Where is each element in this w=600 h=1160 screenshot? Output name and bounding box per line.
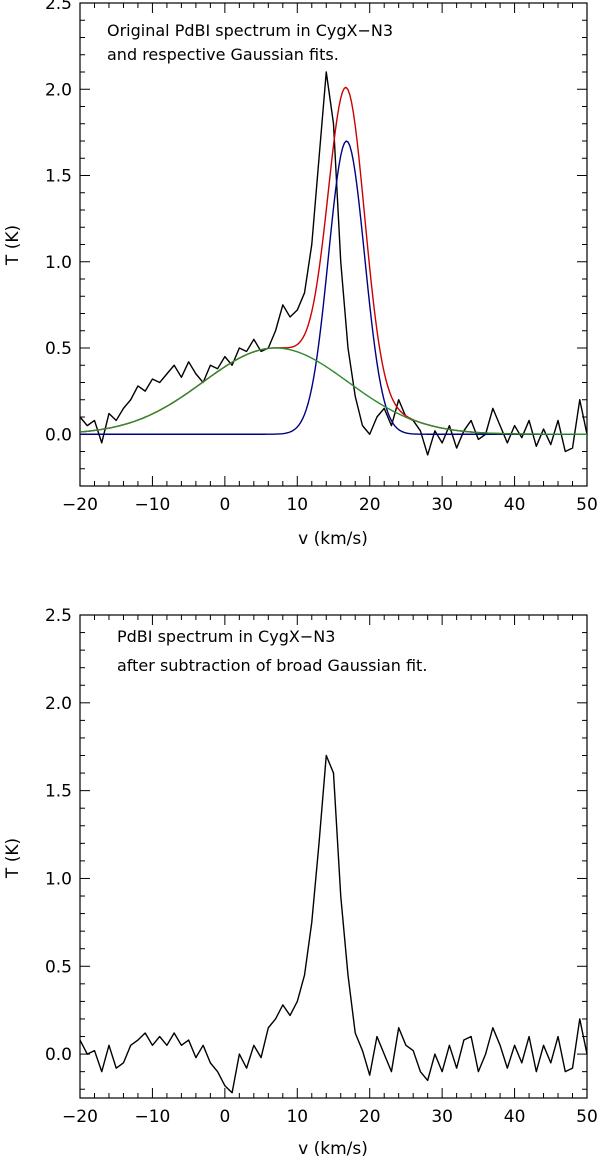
series-line-0 [79, 71, 588, 456]
series-line-3 [79, 347, 587, 435]
y-tick-labels: 0.0 0.5 1.0 1.5 2.0 2.5 [45, 606, 72, 1065]
tick-marks [79, 2, 588, 487]
annotation-line-2: and respective Gaussian fits. [107, 45, 339, 64]
x-tick-labels: −20 −10 0 10 20 30 40 50 [62, 1107, 598, 1127]
x-tick-label: 50 [576, 1107, 598, 1127]
y-tick-label: 2.0 [45, 80, 72, 100]
x-tick-label: 50 [576, 495, 598, 515]
y-tick-label: 1.0 [45, 253, 72, 273]
y-axis-label: T (K) [3, 225, 23, 266]
panel-original-spectrum: −20 −10 0 10 20 30 40 50 0.0 0.5 1.0 1.5 2.0 2.5 Ori… [3, 0, 598, 549]
y-tick-label: 0.5 [45, 957, 72, 977]
x-tick-label: 40 [504, 495, 526, 515]
x-tick-label: 10 [286, 1107, 308, 1127]
x-tick-label: −10 [134, 495, 170, 515]
y-tick-label: 0.0 [45, 1045, 72, 1065]
x-tick-labels: −20 −10 0 10 20 30 40 50 [62, 495, 598, 515]
y-tick-label: 0.5 [45, 339, 72, 359]
x-tick-label: 30 [431, 1107, 453, 1127]
y-axis-label: T (K) [3, 838, 23, 879]
x-tick-label: 10 [286, 495, 308, 515]
x-tick-label: 20 [359, 1107, 381, 1127]
tick-marks [79, 614, 588, 1098]
y-tick-label: 2.0 [45, 694, 72, 714]
y-tick-label: 2.5 [45, 0, 72, 14]
y-tick-label: 2.5 [45, 606, 72, 626]
y-tick-label: 1.5 [45, 167, 72, 187]
x-tick-label: 0 [219, 495, 230, 515]
y-tick-labels: 0.0 0.5 1.0 1.5 2.0 2.5 [45, 0, 72, 445]
series-group [79, 71, 588, 456]
series-group [79, 754, 588, 1094]
series-line-2 [80, 140, 587, 435]
x-tick-label: 40 [504, 1107, 526, 1127]
y-tick-label: 1.0 [45, 869, 72, 889]
series-line-0 [79, 754, 588, 1094]
x-axis-label: v (km/s) [298, 529, 368, 549]
annotation-line-1: PdBI spectrum in CygX−N3 [117, 627, 335, 646]
x-axis-label: v (km/s) [298, 1139, 368, 1159]
series-line-1 [79, 86, 587, 435]
x-tick-label: −20 [62, 495, 98, 515]
plot-frame [79, 614, 588, 1099]
annotation-line-2: after subtraction of broad Gaussian fit. [117, 656, 427, 675]
x-tick-label: 0 [219, 1107, 230, 1127]
x-tick-label: 30 [431, 495, 453, 515]
x-tick-label: −20 [62, 1107, 98, 1127]
x-tick-label: 20 [359, 495, 381, 515]
x-tick-label: −10 [134, 1107, 170, 1127]
panel-subtracted-spectrum: −20 −10 0 10 20 30 40 50 0.0 0.5 1.0 1.5 2.0 2.5 PdB… [3, 606, 598, 1159]
annotation-line-1: Original PdBI spectrum in CygX−N3 [107, 21, 393, 40]
plot-frame [79, 2, 588, 487]
y-tick-label: 0.0 [45, 425, 72, 445]
y-tick-label: 1.5 [45, 782, 72, 802]
